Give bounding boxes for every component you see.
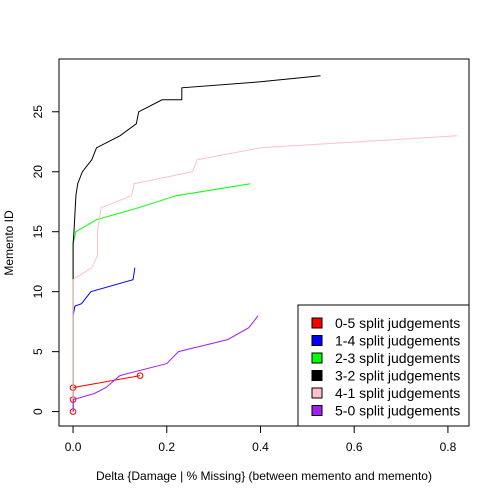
x-tick-label: 0.8 bbox=[440, 440, 457, 454]
x-tick-label: 0.2 bbox=[158, 440, 175, 454]
legend: 0-5 split judgements 1-4 split judgements… bbox=[297, 304, 470, 427]
legend-label: 4-1 split judgements bbox=[335, 385, 460, 401]
y-tick-label: 0 bbox=[31, 408, 45, 415]
series-line-4-1 bbox=[72, 135, 458, 412]
series-line-0-5 bbox=[72, 375, 141, 412]
data-point-0-5 bbox=[136, 372, 144, 379]
legend-swatch bbox=[311, 317, 323, 329]
y-tick-label: 25 bbox=[31, 105, 45, 119]
legend-label: 0-5 split judgements bbox=[335, 315, 460, 331]
y-axis-label: Memento ID bbox=[2, 210, 16, 276]
legend-label: 2-3 split judgements bbox=[335, 350, 460, 366]
series-line-5-0 bbox=[72, 315, 259, 412]
legend-swatch bbox=[311, 335, 323, 346]
series-line-3-2 bbox=[72, 75, 321, 412]
x-tick-label: 0.0 bbox=[65, 440, 82, 454]
x-tick-label: 0.4 bbox=[252, 440, 269, 454]
series-layer bbox=[69, 75, 458, 415]
series-line-1-4 bbox=[72, 267, 136, 412]
y-tick-label: 20 bbox=[31, 165, 45, 179]
y-tick-label: 5 bbox=[31, 348, 45, 355]
legend-label: 5-0 split judgements bbox=[335, 403, 460, 419]
legend-swatch bbox=[311, 405, 323, 416]
legend-label: 3-2 split judgements bbox=[335, 368, 460, 384]
legend-swatch bbox=[311, 387, 323, 399]
y-tick-label: 10 bbox=[31, 285, 45, 299]
legend-label: 1-4 split judgements bbox=[335, 333, 460, 349]
x-axis: 0.0 0.2 0.4 0.6 0.8 bbox=[65, 425, 457, 454]
legend-box bbox=[297, 304, 470, 427]
y-axis: 0 5 10 15 20 25 bbox=[31, 105, 60, 415]
y-tick-label: 15 bbox=[31, 225, 45, 239]
legend-swatch bbox=[311, 352, 323, 364]
x-axis-label: Delta {Damage | % Missing} (between meme… bbox=[96, 469, 432, 483]
legend-swatch bbox=[311, 370, 323, 381]
x-tick-label: 0.6 bbox=[346, 440, 363, 454]
